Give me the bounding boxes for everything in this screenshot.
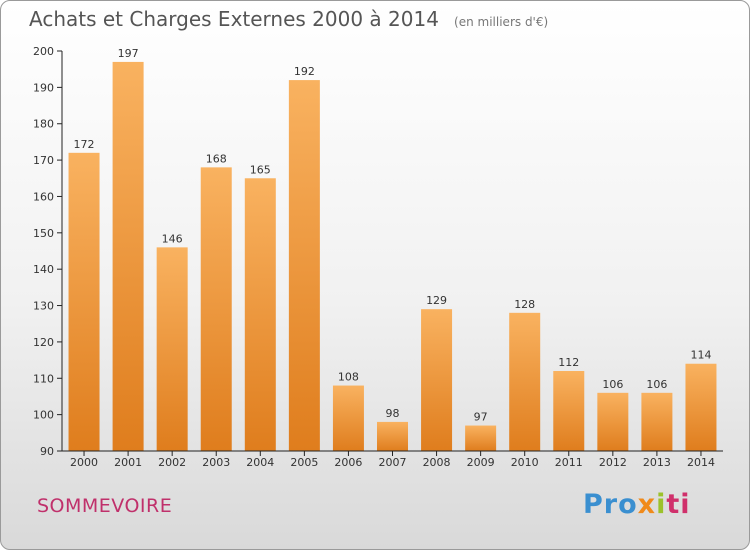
bar	[68, 152, 100, 451]
y-tick-label: 140	[33, 263, 54, 276]
x-tick-label: 2007	[379, 456, 407, 469]
y-tick-label: 120	[33, 336, 54, 349]
brand-logo-part: x	[637, 489, 657, 520]
bar	[597, 392, 629, 451]
data-label: 168	[206, 152, 227, 165]
bar	[465, 425, 497, 451]
x-tick-label: 2000	[70, 456, 98, 469]
y-tick-label: 180	[33, 118, 54, 131]
data-label: 106	[602, 378, 623, 391]
y-tick-label: 160	[33, 190, 54, 203]
y-tick-label: 100	[33, 409, 54, 422]
x-tick-label: 2009	[467, 456, 495, 469]
y-tick-label: 170	[33, 154, 54, 167]
data-label: 114	[690, 349, 711, 362]
data-label: 108	[338, 371, 359, 384]
y-tick-label: 200	[33, 45, 54, 58]
data-label: 197	[118, 47, 139, 60]
data-label: 129	[426, 294, 447, 307]
x-tick-label: 2011	[555, 456, 583, 469]
brand-logo-part: i	[656, 489, 667, 520]
location-name: SOMMEVOIRE	[37, 495, 173, 517]
bar	[641, 392, 673, 451]
x-tick-label: 2014	[687, 456, 715, 469]
bar	[200, 167, 232, 451]
x-tick-label: 2005	[290, 456, 318, 469]
data-label: 172	[74, 138, 95, 151]
chart-subtitle: (en milliers d'€)	[454, 15, 549, 29]
data-label: 165	[250, 163, 271, 176]
x-tick-label: 2008	[423, 456, 451, 469]
x-tick-label: 2002	[158, 456, 186, 469]
x-tick-label: 2006	[334, 456, 362, 469]
y-tick-label: 110	[33, 372, 54, 385]
bar	[332, 385, 364, 451]
brand-logo-part: Pro	[583, 489, 638, 520]
x-axis: 2000 2001 2002 2003 2004 2005 2006 2007 2008 2009…	[62, 450, 723, 469]
data-label: 146	[162, 232, 183, 245]
bar	[421, 309, 453, 451]
brand-logo: Proxiti	[583, 489, 691, 520]
bar	[509, 312, 541, 451]
x-tick-label: 2012	[599, 456, 627, 469]
y-tick-label: 130	[33, 300, 54, 313]
bar	[112, 61, 144, 452]
x-tick-label: 2010	[511, 456, 539, 469]
y-tick-label: 190	[33, 81, 54, 94]
x-tick-label: 2003	[202, 456, 230, 469]
title-row: Achats et Charges Externes 2000 à 2014 (…	[29, 7, 548, 31]
bars: 172 197 146 168 165 192 108 98 129 97 128 112 106 106…	[68, 47, 717, 452]
data-label: 192	[294, 65, 315, 78]
data-label: 112	[558, 356, 579, 369]
data-label: 98	[386, 407, 400, 420]
bar	[377, 421, 408, 451]
bar	[244, 178, 276, 452]
y-tick-label: 150	[33, 227, 54, 240]
x-tick-label: 2004	[246, 456, 274, 469]
data-label: 97	[474, 411, 488, 424]
data-label: 128	[514, 298, 535, 311]
x-tick-label: 2013	[643, 456, 671, 469]
y-axis: 90 100 110 120 130 140 150 160 170 180 190 200	[33, 45, 63, 458]
bar	[156, 247, 188, 451]
data-label: 106	[646, 378, 667, 391]
bar	[553, 371, 585, 451]
chart-title: Achats et Charges Externes 2000 à 2014	[29, 7, 439, 31]
bar	[288, 80, 320, 451]
y-tick-label: 90	[40, 445, 54, 458]
brand-logo-part: ti	[666, 489, 691, 520]
bar	[685, 363, 717, 451]
x-tick-label: 2001	[114, 456, 142, 469]
